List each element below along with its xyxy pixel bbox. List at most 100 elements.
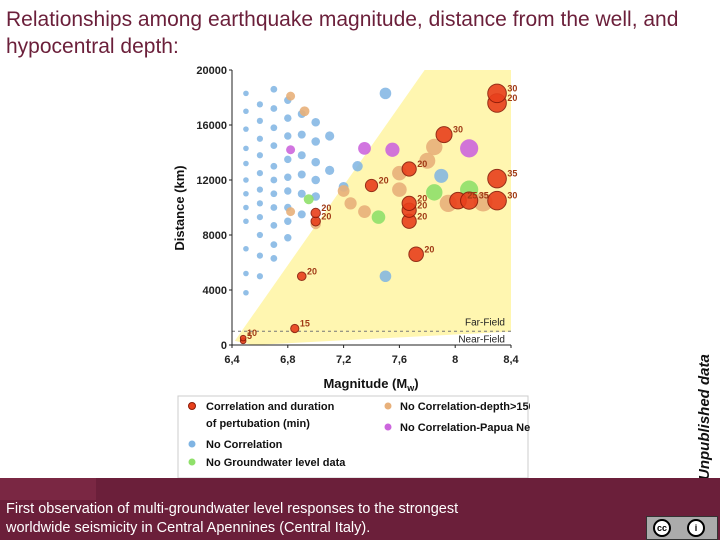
no-correlation-point bbox=[256, 252, 263, 259]
page-title: Relationships among earthquake magnitude… bbox=[6, 8, 679, 58]
point-duration-label: 30 bbox=[453, 125, 463, 135]
far-field-label: Far-Field bbox=[465, 317, 505, 328]
correlation-point bbox=[310, 207, 321, 219]
legend-swatch bbox=[188, 440, 196, 448]
x-tick-label: 6,4 bbox=[224, 354, 240, 366]
no-correlation-point bbox=[311, 175, 320, 185]
no-correlation-point bbox=[243, 90, 249, 97]
deep-point bbox=[299, 106, 310, 117]
point-duration-label: 20 bbox=[424, 244, 434, 254]
no-correlation-point bbox=[256, 214, 263, 221]
no-correlation-point bbox=[243, 190, 249, 197]
no-correlation-point bbox=[256, 135, 263, 142]
cc-icon: cc bbox=[653, 519, 671, 537]
point-duration-label: 30 bbox=[507, 83, 517, 93]
x-tick-label: 7,2 bbox=[336, 354, 351, 366]
no-correlation-point bbox=[270, 85, 278, 93]
no-correlation-point bbox=[243, 160, 249, 167]
no-correlation-point bbox=[256, 170, 263, 177]
no-correlation-point bbox=[297, 210, 306, 219]
no-correlation-point bbox=[256, 186, 263, 193]
deep-point bbox=[286, 91, 296, 101]
correlation-point bbox=[401, 195, 417, 211]
no-correlation-point bbox=[270, 124, 278, 132]
no-correlation-point bbox=[284, 114, 292, 122]
footer-caption: First observation of multi-groundwater l… bbox=[6, 500, 458, 538]
deep-point bbox=[344, 197, 357, 210]
y-tick-label: 8000 bbox=[203, 230, 227, 242]
legend-label: No Groundwater level data bbox=[206, 457, 346, 469]
no-correlation-point bbox=[311, 117, 320, 127]
no-correlation-point bbox=[379, 87, 392, 100]
no-correlation-point bbox=[243, 177, 249, 183]
x-axis-ticks: 6,4 6,8 7,2 7,6 8 8,4 bbox=[224, 345, 520, 366]
y-tick-label: 20000 bbox=[196, 65, 227, 77]
correlation-point bbox=[401, 161, 417, 177]
legend-box bbox=[177, 395, 529, 479]
legend-swatch bbox=[384, 423, 392, 431]
correlation-point bbox=[239, 334, 247, 342]
legend-label: of pertubation (min) bbox=[206, 418, 310, 430]
point-duration-label: 35 bbox=[507, 169, 517, 179]
no-correlation-point bbox=[270, 221, 278, 229]
no-correlation-point bbox=[284, 234, 292, 242]
legend-swatch bbox=[384, 402, 392, 410]
y-tick-label: 4000 bbox=[203, 285, 227, 297]
point-duration-label: 20 bbox=[307, 266, 317, 276]
no-correlation-point bbox=[284, 173, 292, 181]
no-correlation-point bbox=[270, 190, 278, 198]
footer-caption-line2: worldwide seismicity in Central Apennine… bbox=[6, 520, 371, 536]
legend-label: No Correlation-Papua New Guinea bbox=[400, 422, 530, 434]
no-correlation-point bbox=[270, 254, 278, 262]
no-correlation-point bbox=[243, 126, 249, 132]
no-correlation-point bbox=[243, 218, 249, 225]
no-correlation-point bbox=[379, 270, 392, 283]
point-duration-label: 35 bbox=[479, 191, 489, 201]
no-correlation-point bbox=[243, 108, 249, 115]
correlation-point bbox=[487, 190, 507, 211]
point-duration-label: 15 bbox=[300, 319, 310, 329]
footer-bar bbox=[0, 478, 720, 540]
chart: Far-Field Near-Field 0 4000 8000 12000 16000… bbox=[172, 65, 530, 479]
point-duration-label: 20 bbox=[321, 203, 331, 213]
point-duration-label: 25 bbox=[467, 191, 477, 201]
no-correlation-point bbox=[270, 176, 278, 184]
no-groundwater-point bbox=[371, 210, 386, 224]
y-tick-label: 16000 bbox=[196, 120, 227, 132]
deep-point bbox=[337, 185, 350, 197]
deep-point bbox=[392, 182, 407, 197]
point-duration-label: 20 bbox=[417, 211, 427, 221]
x-tick-label: 6,8 bbox=[280, 354, 295, 366]
legend: Correlation and duration of pertubation (… bbox=[177, 395, 530, 479]
no-correlation-point bbox=[325, 131, 335, 141]
no-correlation-point bbox=[243, 145, 249, 152]
no-correlation-point bbox=[243, 204, 249, 211]
legend-swatch bbox=[188, 458, 196, 466]
no-correlation-point bbox=[297, 151, 306, 160]
no-correlation-point bbox=[243, 289, 249, 296]
y-tick-label: 0 bbox=[221, 340, 227, 352]
cc-license-badge[interactable]: cc i bbox=[646, 516, 718, 540]
no-groundwater-point bbox=[426, 184, 443, 201]
point-duration-label: 20 bbox=[507, 93, 517, 103]
papua-point bbox=[358, 141, 371, 155]
point-duration-label: 10 bbox=[247, 328, 257, 338]
no-correlation-point bbox=[297, 189, 306, 198]
correlation-point bbox=[435, 126, 453, 144]
papua-point bbox=[286, 145, 296, 155]
correlation-point bbox=[487, 168, 507, 189]
footer-tab bbox=[0, 478, 96, 500]
point-duration-label: 5 bbox=[247, 331, 252, 341]
unpublished-note: Unpublished data bbox=[696, 354, 713, 480]
no-correlation-point bbox=[434, 168, 449, 183]
no-correlation-point bbox=[270, 105, 278, 112]
correlation-point bbox=[487, 83, 507, 104]
no-correlation-point bbox=[256, 273, 263, 280]
correlation-point bbox=[460, 191, 479, 210]
legend-label: No Correlation-depth>150 km bbox=[400, 401, 530, 413]
no-correlation-point bbox=[256, 231, 263, 239]
no-correlation-point bbox=[256, 101, 263, 108]
no-correlation-point bbox=[256, 200, 263, 207]
y-axis-label: Distance (km) bbox=[172, 165, 187, 250]
